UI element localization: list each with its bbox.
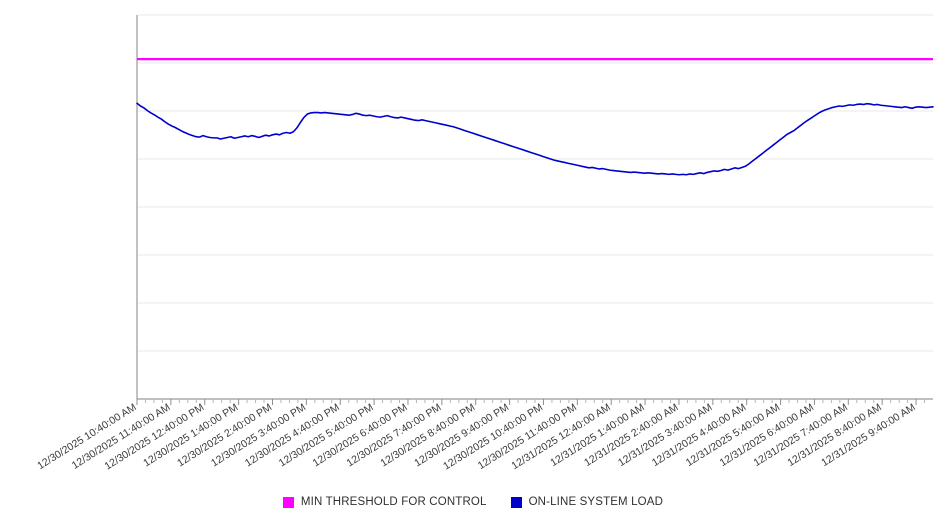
legend-swatch-on-line-system-load	[510, 496, 522, 508]
chart-legend: MIN THRESHOLD FOR CONTROL ON-LINE SYSTEM…	[0, 496, 946, 508]
series-on-line-system-load	[136, 102, 934, 176]
legend-label-min-threshold: MIN THRESHOLD FOR CONTROL	[300, 496, 487, 508]
gridlines	[137, 14, 933, 352]
legend-item-on-line-system-load[interactable]: ON-LINE SYSTEM LOAD	[510, 496, 664, 508]
x-axis-ticks	[136, 399, 926, 405]
legend-swatch-min-threshold	[282, 496, 294, 508]
legend-label-on-line-system-load: ON-LINE SYSTEM LOAD	[528, 496, 664, 508]
legend-item-min-threshold[interactable]: MIN THRESHOLD FOR CONTROL	[282, 496, 487, 508]
